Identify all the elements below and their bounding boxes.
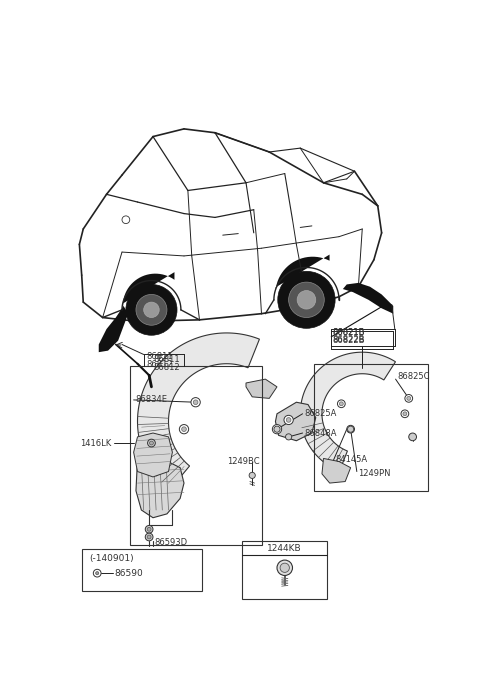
- Circle shape: [96, 572, 99, 575]
- Polygon shape: [137, 333, 259, 490]
- Circle shape: [193, 400, 198, 404]
- Polygon shape: [99, 306, 128, 352]
- Circle shape: [136, 294, 167, 325]
- Circle shape: [284, 415, 293, 424]
- Text: 1416LK: 1416LK: [80, 438, 111, 448]
- Circle shape: [147, 439, 156, 447]
- Text: 86834E: 86834E: [135, 395, 167, 404]
- Text: 86812: 86812: [147, 360, 173, 369]
- Circle shape: [337, 400, 345, 408]
- Circle shape: [278, 271, 335, 329]
- Polygon shape: [136, 456, 184, 517]
- Text: 86848A: 86848A: [304, 429, 336, 438]
- Text: 86821B: 86821B: [333, 329, 365, 338]
- Circle shape: [93, 569, 101, 577]
- Circle shape: [275, 427, 279, 431]
- Circle shape: [145, 533, 153, 541]
- Circle shape: [405, 395, 413, 402]
- Circle shape: [181, 427, 186, 431]
- Circle shape: [297, 291, 316, 309]
- Polygon shape: [300, 352, 396, 471]
- Circle shape: [348, 427, 353, 431]
- Text: 1249PN: 1249PN: [359, 469, 391, 478]
- Circle shape: [274, 426, 280, 432]
- Circle shape: [122, 216, 130, 224]
- Circle shape: [401, 410, 409, 418]
- Circle shape: [339, 402, 343, 406]
- Polygon shape: [322, 458, 350, 483]
- Circle shape: [147, 535, 151, 539]
- Bar: [130, 366, 262, 545]
- Circle shape: [288, 282, 324, 318]
- Circle shape: [149, 441, 154, 445]
- Text: 86811: 86811: [153, 356, 180, 364]
- Polygon shape: [276, 402, 316, 441]
- Circle shape: [407, 396, 411, 400]
- Circle shape: [286, 418, 291, 422]
- Circle shape: [286, 434, 292, 440]
- Text: 1244KB: 1244KB: [267, 544, 302, 553]
- Text: (-140901): (-140901): [89, 554, 134, 563]
- Text: 86822B: 86822B: [333, 336, 365, 344]
- Text: 86821B: 86821B: [333, 328, 365, 337]
- Text: 86812: 86812: [153, 363, 180, 372]
- Circle shape: [147, 527, 151, 531]
- Polygon shape: [123, 272, 174, 311]
- Bar: [82, 548, 202, 591]
- Bar: [242, 541, 327, 599]
- Circle shape: [249, 472, 255, 478]
- Text: 86825A: 86825A: [304, 409, 336, 418]
- Text: 86822B: 86822B: [333, 336, 365, 345]
- Polygon shape: [276, 254, 330, 294]
- Circle shape: [126, 285, 177, 336]
- Bar: [314, 364, 428, 491]
- Circle shape: [144, 302, 159, 318]
- Circle shape: [277, 560, 292, 575]
- Polygon shape: [246, 379, 277, 398]
- Text: 86590: 86590: [114, 568, 143, 577]
- Circle shape: [272, 424, 282, 434]
- Circle shape: [280, 563, 289, 573]
- Text: 86811: 86811: [147, 352, 173, 361]
- Text: 84145A: 84145A: [335, 455, 367, 464]
- Polygon shape: [343, 283, 393, 313]
- Circle shape: [403, 412, 407, 415]
- Circle shape: [145, 526, 153, 533]
- Text: 86593D: 86593D: [155, 538, 188, 547]
- Circle shape: [191, 398, 200, 407]
- Circle shape: [409, 433, 417, 441]
- Circle shape: [347, 425, 355, 433]
- Text: 86825C: 86825C: [397, 372, 430, 381]
- Circle shape: [348, 426, 354, 432]
- Text: 1249BC: 1249BC: [227, 457, 259, 466]
- Polygon shape: [133, 433, 172, 477]
- Circle shape: [180, 424, 189, 434]
